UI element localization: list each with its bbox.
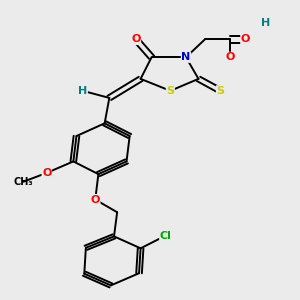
Text: H: H xyxy=(78,86,87,96)
Text: Cl: Cl xyxy=(160,231,172,241)
Text: O: O xyxy=(131,34,141,44)
Text: CH₃: CH₃ xyxy=(14,177,33,187)
Text: O: O xyxy=(225,52,235,62)
Text: N: N xyxy=(182,52,190,62)
Text: O: O xyxy=(241,34,250,44)
Text: H: H xyxy=(261,18,270,28)
Text: S: S xyxy=(166,86,174,96)
Text: O: O xyxy=(42,168,51,178)
Text: O: O xyxy=(91,194,100,205)
Text: S: S xyxy=(216,86,224,96)
